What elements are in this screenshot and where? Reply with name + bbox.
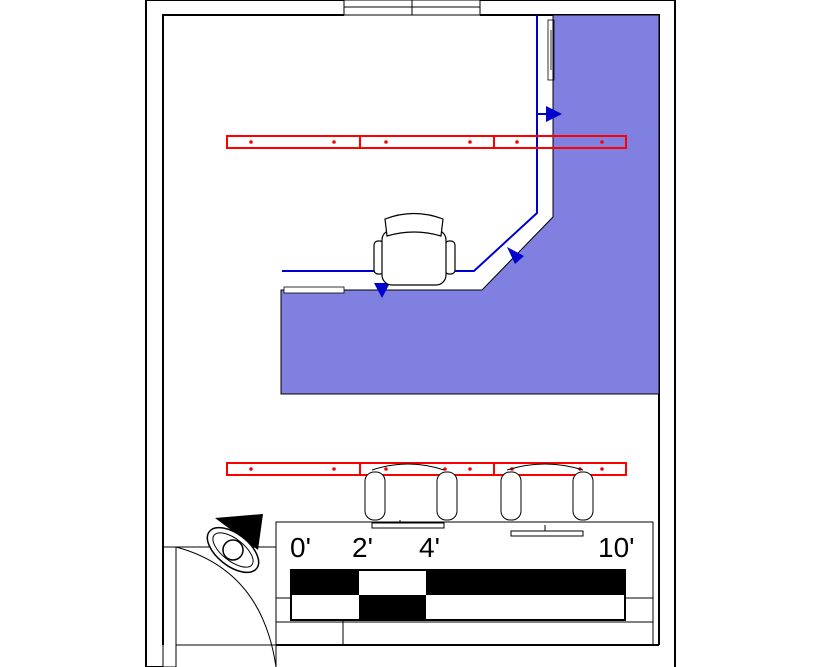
scale-bar: 0' 2' 4' 10' [290,532,635,621]
inner-wall-left [162,14,344,645]
light-track-upper [226,135,627,149]
window-icon [343,0,481,16]
task-chair-icon [500,463,594,537]
desk-accessory [283,286,345,294]
camera-icon [206,514,263,574]
cabinet [547,19,555,81]
path-arrows [374,106,562,298]
light-track-lower [226,462,627,476]
task-chair-icon [364,463,458,529]
scale-label-10: 10' [598,532,635,563]
arrow-diagonal-icon [507,247,524,264]
l-shaped-desk [280,14,660,395]
arrow-right-icon [546,106,562,122]
scale-label-0: 0' [290,532,311,563]
scale-segment [359,595,426,620]
outer-wall-right [480,0,676,667]
outer-wall-left [145,0,344,667]
scale-label-2: 2' [352,532,373,563]
scale-segment [291,570,359,595]
scale-label-4: 4' [419,532,440,563]
arrow-down-icon [374,283,390,298]
office-chair-icon [373,212,456,286]
scale-segment [426,570,625,595]
